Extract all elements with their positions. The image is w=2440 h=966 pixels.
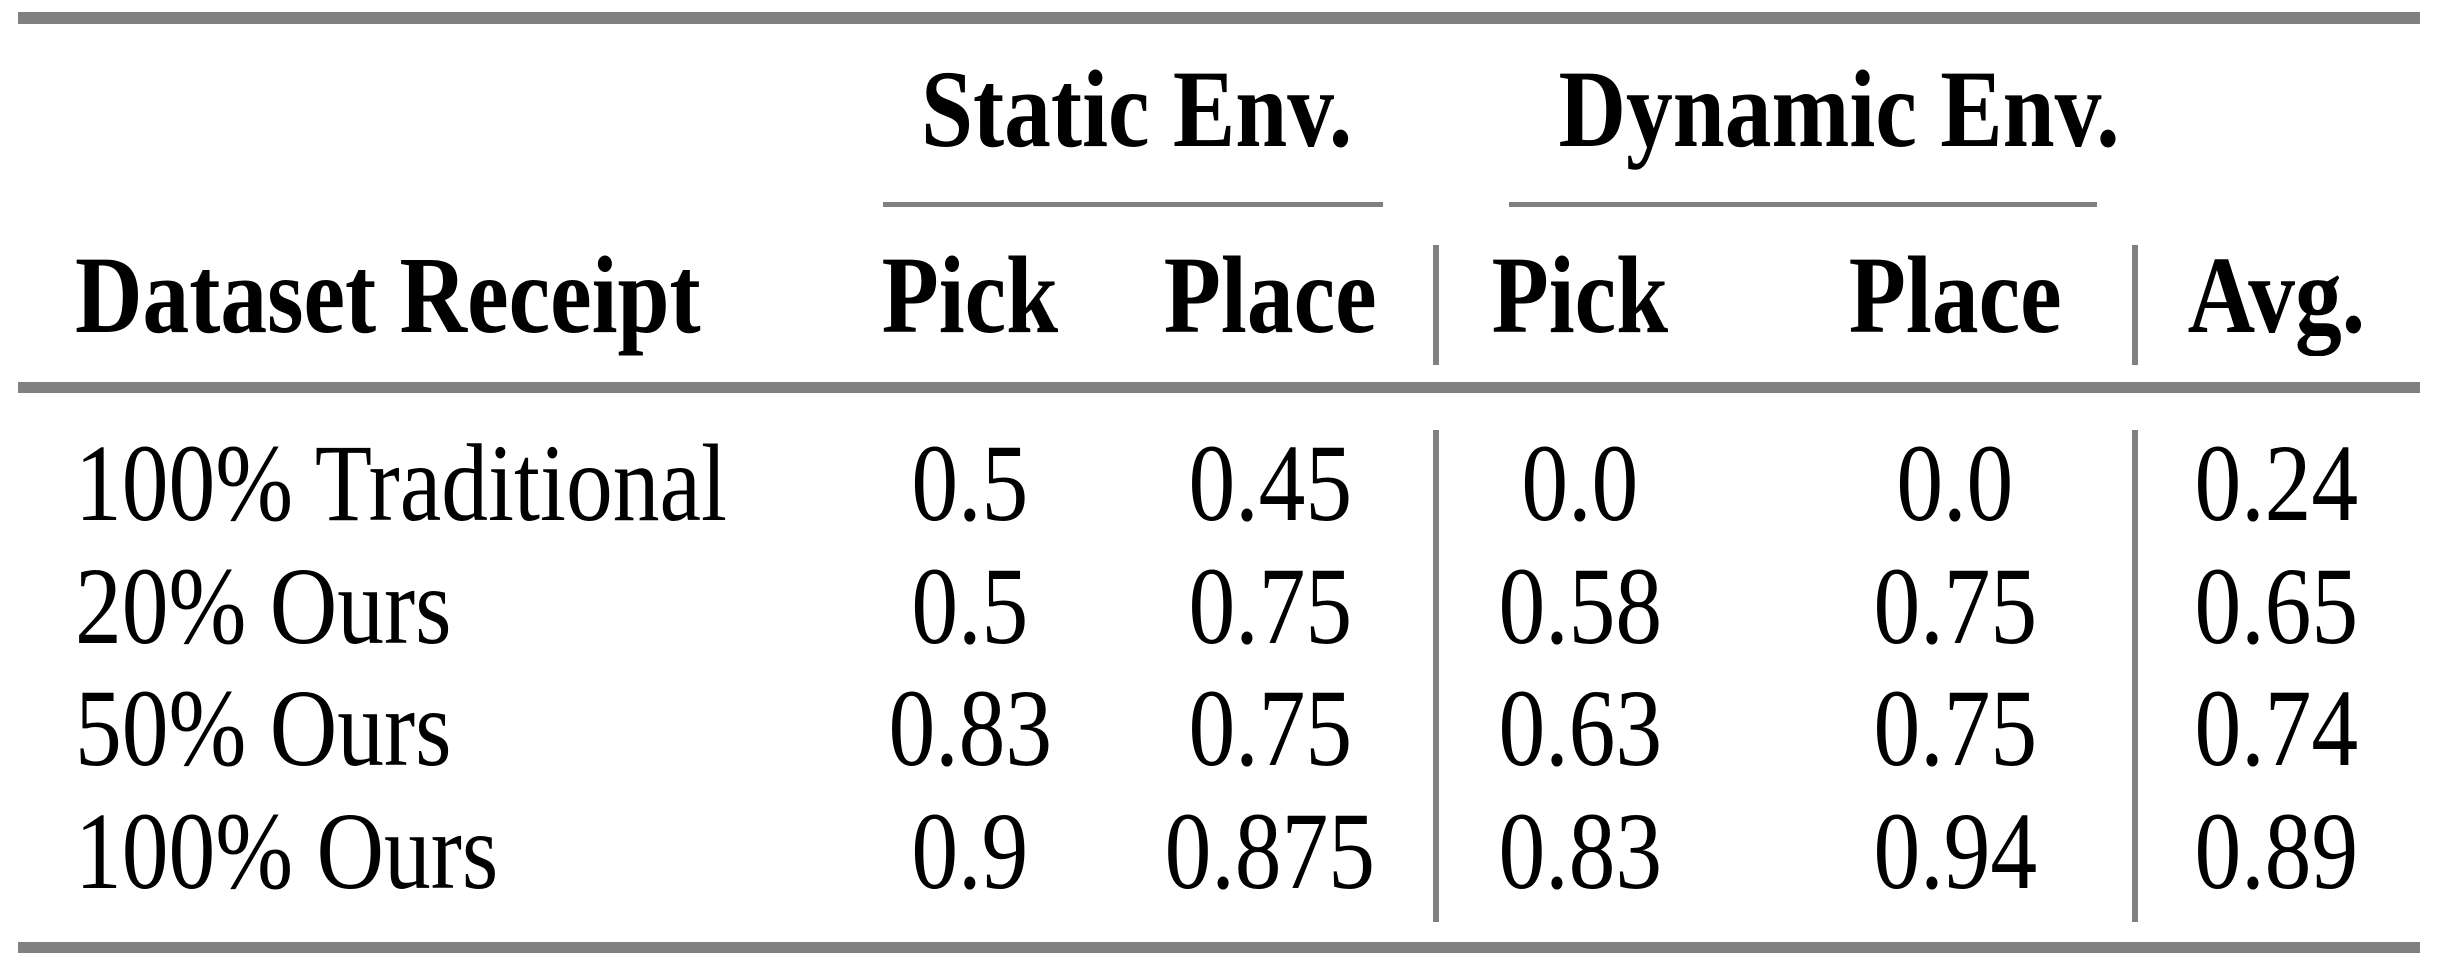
row-3-dynamic-place: 0.75 [1873, 667, 2037, 789]
row-1-label: 100% Traditional [75, 422, 727, 544]
row-3-static-pick: 0.83 [888, 667, 1052, 789]
row-1-static-pick: 0.5 [911, 422, 1029, 544]
header-separator-rule [18, 382, 2420, 393]
header-static-place: Place [1163, 234, 1377, 356]
header-avg: Avg. [2187, 234, 2365, 356]
row-4-dynamic-place: 0.94 [1873, 790, 2037, 912]
row-2-static-place: 0.75 [1188, 545, 1352, 667]
row-2-dynamic-place: 0.75 [1873, 545, 2037, 667]
row-4-label: 100% Ours [75, 790, 499, 912]
row-2-static-pick: 0.5 [911, 545, 1029, 667]
header-dynamic-pick: Pick [1491, 234, 1669, 356]
header-static-pick: Pick [881, 234, 1059, 356]
row-1-static-place: 0.45 [1188, 422, 1352, 544]
bottom-rule [18, 942, 2420, 953]
top-rule [18, 12, 2420, 24]
row-3-label: 50% Ours [75, 667, 452, 789]
dynamic-avg-divider-header [2132, 245, 2138, 365]
row-4-static-place: 0.875 [1164, 790, 1376, 912]
static-dynamic-divider-body [1433, 430, 1439, 922]
row-3-static-place: 0.75 [1188, 667, 1352, 789]
row-2-avg: 0.65 [2194, 545, 2358, 667]
dynamic-env-label: Dynamic Env. [1558, 48, 2120, 170]
static-env-underline [883, 202, 1383, 207]
row-2-dynamic-pick: 0.58 [1498, 545, 1662, 667]
static-dynamic-divider-header [1433, 245, 1439, 365]
row-4-avg: 0.89 [2194, 790, 2358, 912]
row-1-dynamic-pick: 0.0 [1521, 422, 1639, 544]
column-group-dynamic-env: Dynamic Env. [1509, 54, 2120, 164]
static-env-label: Static Env. [921, 48, 1353, 170]
row-2-label: 20% Ours [75, 545, 452, 667]
row-1-avg: 0.24 [2194, 422, 2358, 544]
row-3-avg: 0.74 [2194, 667, 2358, 789]
header-dynamic-place: Place [1848, 234, 2062, 356]
row-4-dynamic-pick: 0.83 [1498, 790, 1662, 912]
row-4-static-pick: 0.9 [911, 790, 1029, 912]
dynamic-avg-divider-body [2132, 430, 2138, 922]
row-1-dynamic-place: 0.0 [1896, 422, 2014, 544]
dynamic-env-underline [1509, 202, 2097, 207]
header-dataset-receipt: Dataset Receipt [75, 234, 701, 356]
row-3-dynamic-pick: 0.63 [1498, 667, 1662, 789]
column-group-static-env: Static Env. [883, 54, 1383, 164]
